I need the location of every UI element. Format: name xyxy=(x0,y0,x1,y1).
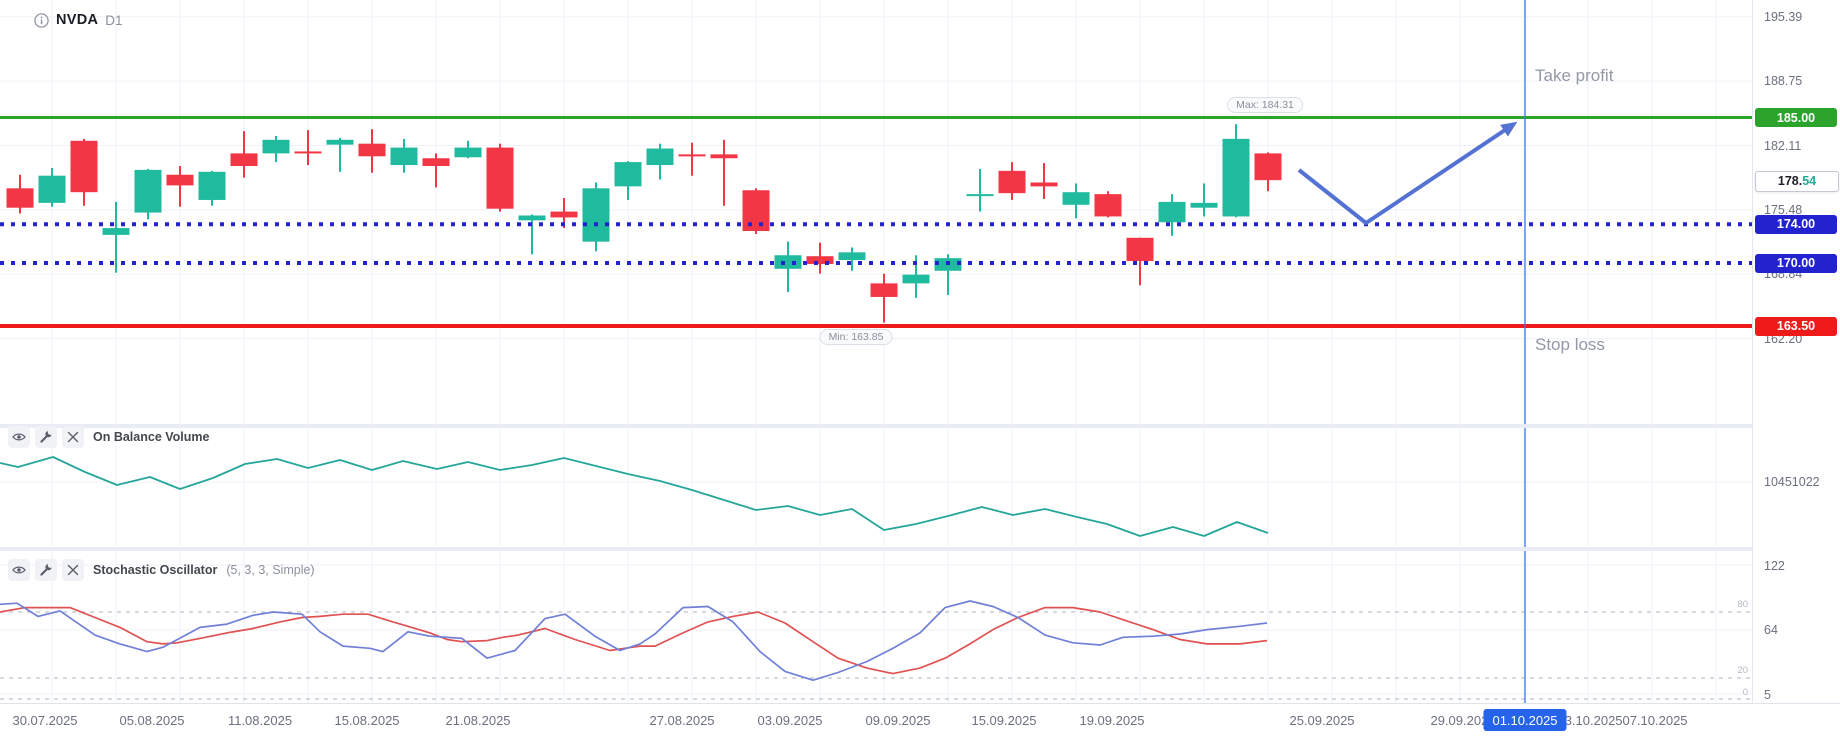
candle-body[interactable] xyxy=(1190,202,1218,208)
candle-body[interactable] xyxy=(1254,153,1282,181)
date-label: 07.10.2025 xyxy=(1622,713,1688,728)
price-level-badge: 170.00 xyxy=(1755,253,1837,273)
candle-body[interactable] xyxy=(902,274,930,284)
candle-body[interactable] xyxy=(838,252,866,261)
candle-body[interactable] xyxy=(134,169,162,213)
take-profit-text[interactable]: Take profit xyxy=(1535,66,1614,85)
candle-body[interactable] xyxy=(390,147,418,166)
candle-body[interactable] xyxy=(646,148,674,166)
date-label: 30.07.2025 xyxy=(12,713,78,728)
candle-body[interactable] xyxy=(166,174,194,186)
trend-arrow[interactable] xyxy=(1297,121,1518,225)
date-label: 21.08.2025 xyxy=(445,713,511,728)
date-label: 03.09.2025 xyxy=(757,713,823,728)
candle-body[interactable] xyxy=(614,162,642,187)
candle-body[interactable] xyxy=(1062,192,1090,205)
stoch-axis-tick: 64 xyxy=(1764,622,1778,637)
wrench-icon[interactable] xyxy=(35,426,57,448)
close-icon[interactable] xyxy=(62,426,84,448)
price-tick: 182.11 xyxy=(1764,138,1802,153)
price-tick: 195.39 xyxy=(1764,9,1803,24)
stoch-title[interactable]: Stochastic Oscillator xyxy=(93,563,218,577)
symbol-name[interactable]: NVDA xyxy=(56,12,99,28)
obv-axis-value: 10451022 xyxy=(1764,475,1820,489)
stop-loss-text[interactable]: Stop loss xyxy=(1535,335,1605,354)
stoch-level-label: 80 xyxy=(1737,599,1748,610)
timeframe-label[interactable]: D1 xyxy=(105,12,123,28)
last-price-badge: 178. 54 xyxy=(1755,170,1839,192)
candle-body[interactable] xyxy=(198,171,226,200)
candle-body[interactable] xyxy=(710,154,738,159)
min-price-label: Min: 163.85 xyxy=(819,329,893,345)
wrench-icon[interactable] xyxy=(35,559,57,581)
stoch-d-line[interactable] xyxy=(0,606,1268,675)
candle-body[interactable] xyxy=(486,147,514,209)
price-level-badge: 163.50 xyxy=(1755,316,1837,336)
price-level-badge: 185.00 xyxy=(1755,108,1837,127)
max-price-label: Max: 184.31 xyxy=(1227,97,1303,113)
info-icon[interactable] xyxy=(34,12,49,28)
candle-body[interactable] xyxy=(422,158,450,166)
candle-body[interactable] xyxy=(1126,237,1154,262)
candle-body[interactable] xyxy=(70,140,98,193)
close-icon[interactable] xyxy=(62,559,84,581)
candle-body[interactable] xyxy=(230,153,258,166)
candle-body[interactable] xyxy=(294,151,322,154)
stoch-axis-tick: 122 xyxy=(1764,558,1785,573)
date-label: 15.08.2025 xyxy=(334,713,400,728)
candle-body[interactable] xyxy=(966,194,994,197)
pane-divider[interactable] xyxy=(0,547,1752,551)
candle-body[interactable] xyxy=(678,154,706,157)
candle-body[interactable] xyxy=(454,147,482,158)
price-axis[interactable]: 195.39 188.75 182.11 175.48 168.84 162.20 185.… xyxy=(1752,0,1840,703)
eye-icon[interactable] xyxy=(8,426,30,448)
candle-body[interactable] xyxy=(1222,138,1250,217)
candle-body[interactable] xyxy=(326,139,354,145)
date-label: 25.09.2025 xyxy=(1289,713,1355,728)
stoch-params: (5, 3, 3, Simple) xyxy=(226,563,315,577)
symbol-header: NVDA D1 xyxy=(34,10,123,30)
candle-body[interactable] xyxy=(1158,201,1186,223)
candle-body[interactable] xyxy=(774,255,802,269)
candle-body[interactable] xyxy=(358,143,386,157)
candle-body[interactable] xyxy=(998,170,1026,194)
candle-body[interactable] xyxy=(38,175,66,203)
date-label: 09.09.2025 xyxy=(865,713,931,728)
date-label: 03.10.2025 xyxy=(1557,713,1623,728)
pane-divider[interactable] xyxy=(0,424,1752,428)
candle-body[interactable] xyxy=(582,188,610,242)
date-label: 15.09.2025 xyxy=(971,713,1037,728)
stoch-k-line[interactable] xyxy=(0,600,1268,682)
candle-body[interactable] xyxy=(6,188,34,208)
obv-pane-header: On Balance Volume xyxy=(8,426,209,448)
candle-body[interactable] xyxy=(806,256,834,264)
candle-body[interactable] xyxy=(102,228,130,235)
price-level-badge: 174.00 xyxy=(1755,214,1837,234)
stoch-level-label: 0 xyxy=(1742,687,1748,698)
candle-body[interactable] xyxy=(1030,182,1058,187)
date-label: 27.08.2025 xyxy=(649,713,715,728)
price-tick: 175.48 xyxy=(1764,202,1803,217)
eye-icon[interactable] xyxy=(8,559,30,581)
stoch-axis-tick: 5 xyxy=(1764,687,1771,702)
candle-body[interactable] xyxy=(518,215,546,221)
obv-title[interactable]: On Balance Volume xyxy=(93,430,210,444)
stoch-level-label: 20 xyxy=(1737,665,1748,676)
highlighted-date-badge: 01.10.2025 xyxy=(1483,709,1567,731)
candle-body[interactable] xyxy=(1094,194,1122,217)
candle-body[interactable] xyxy=(262,139,290,154)
date-label: 29.09.2025 xyxy=(1430,713,1496,728)
stoch-pane-header: Stochastic Oscillator (5, 3, 3, Simple) xyxy=(8,559,315,581)
obv-line[interactable] xyxy=(0,456,1269,537)
candle-body[interactable] xyxy=(550,211,578,218)
date-label: 11.08.2025 xyxy=(227,713,293,728)
date-label: 19.09.2025 xyxy=(1079,713,1145,728)
candlestick-chart[interactable] xyxy=(0,0,1752,703)
date-axis[interactable]: 30.07.2025 05.08.2025 11.08.2025 15.08.2025… xyxy=(0,703,1840,738)
price-tick: 188.75 xyxy=(1764,74,1803,89)
date-label: 05.08.2025 xyxy=(119,713,185,728)
candle-body[interactable] xyxy=(742,190,770,231)
candle-body[interactable] xyxy=(870,283,898,297)
